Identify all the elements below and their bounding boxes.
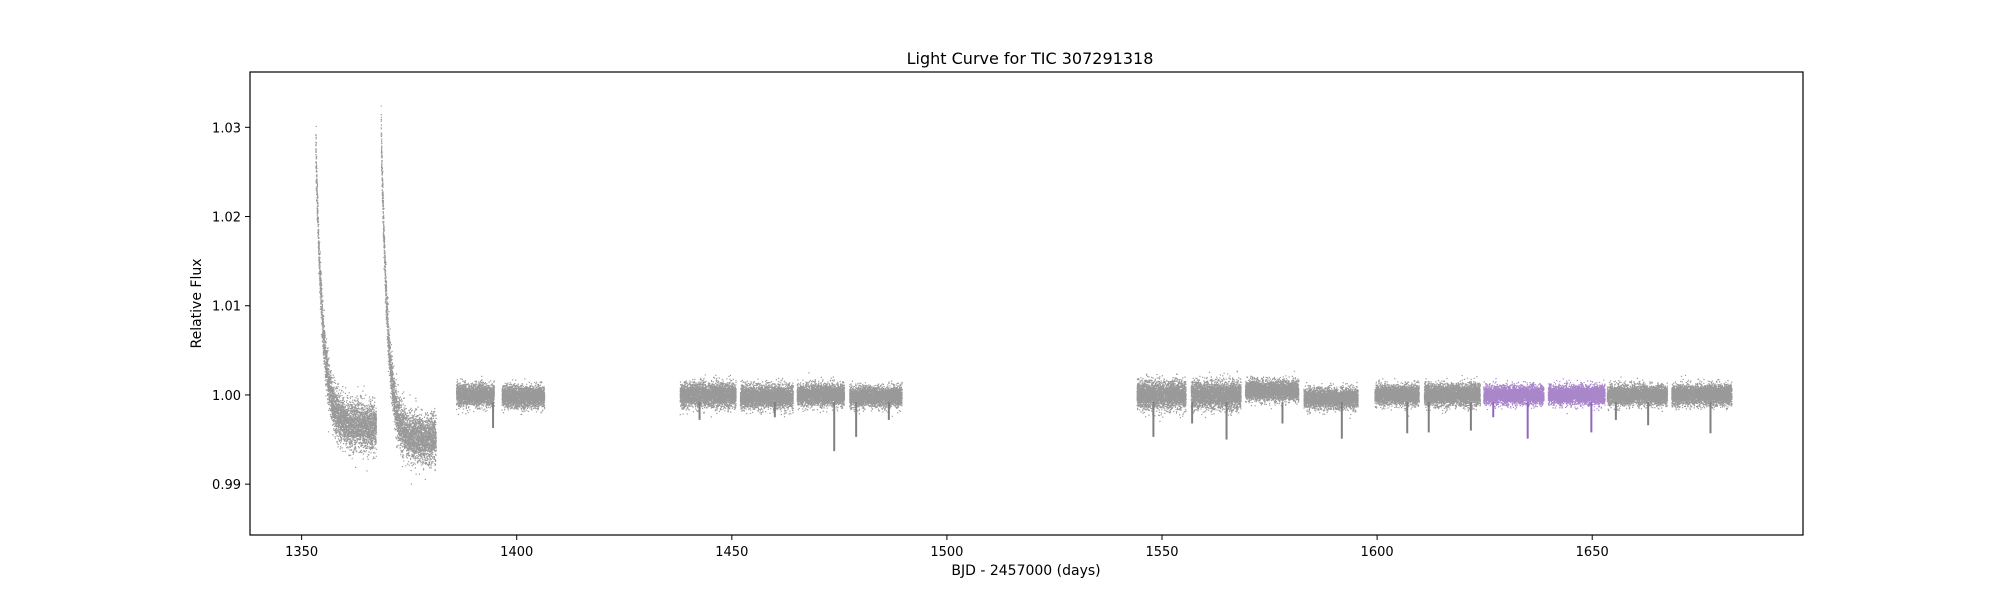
data-points (1244, 370, 1300, 410)
y-axis-label: Relative Flux (189, 258, 205, 348)
data-segment (1374, 378, 1420, 417)
data-segment (380, 105, 437, 485)
data-segment (1303, 381, 1359, 419)
data-points (1606, 376, 1669, 414)
data-segment (849, 380, 903, 417)
data-segment (315, 125, 378, 472)
data-segment (1423, 374, 1481, 415)
data-points (679, 374, 737, 418)
data-points (849, 380, 903, 417)
x-tick-label: 1600 (1361, 545, 1394, 560)
data-segment (1547, 378, 1606, 415)
x-tick-label: 1500 (930, 545, 963, 560)
data-segment (1136, 373, 1187, 422)
plot-frame (249, 71, 1804, 536)
y-tick-label: 0.99 (212, 478, 241, 493)
data-points-layer (315, 105, 1733, 485)
data-points (501, 378, 546, 416)
x-tick-label: 1650 (1576, 545, 1609, 560)
y-tick-label: 1.03 (212, 121, 241, 136)
x-tick-label: 1400 (500, 545, 533, 560)
x-tick-label: 1550 (1145, 545, 1178, 560)
data-segment (1244, 370, 1300, 410)
data-points (739, 377, 794, 418)
y-axis-ticks: 0.99 1.00 1.01 1.02 1.03 (212, 121, 250, 493)
data-segment (1483, 378, 1545, 411)
data-segment (1190, 370, 1242, 419)
x-tick-label: 1450 (715, 545, 748, 560)
data-segment (1606, 376, 1669, 414)
data-segment (455, 375, 495, 416)
x-tick-label: 1350 (285, 545, 318, 560)
data-points (1190, 370, 1242, 419)
data-points (455, 375, 495, 416)
y-tick-label: 1.00 (212, 389, 241, 404)
chart-title: Light Curve for TIC 307291318 (907, 49, 1154, 68)
y-tick-label: 1.02 (212, 211, 241, 226)
y-tick-label: 1.01 (212, 300, 241, 315)
x-axis-label: BJD - 2457000 (days) (951, 563, 1100, 579)
data-points (380, 105, 437, 485)
data-points (796, 372, 846, 414)
data-points (1374, 378, 1420, 417)
data-points (1671, 374, 1733, 411)
data-segment (501, 378, 546, 416)
data-points (1136, 373, 1187, 422)
x-axis-ticks: 1350 1400 1450 1500 1550 1600 1650 (285, 535, 1609, 560)
data-segment (796, 372, 846, 414)
data-segment (679, 374, 737, 418)
data-points (1547, 378, 1606, 415)
data-segment (1671, 374, 1733, 411)
data-segment (739, 377, 794, 418)
data-points (315, 125, 378, 472)
data-points (1423, 374, 1481, 415)
data-points (1483, 378, 1545, 411)
data-points (1303, 381, 1359, 419)
